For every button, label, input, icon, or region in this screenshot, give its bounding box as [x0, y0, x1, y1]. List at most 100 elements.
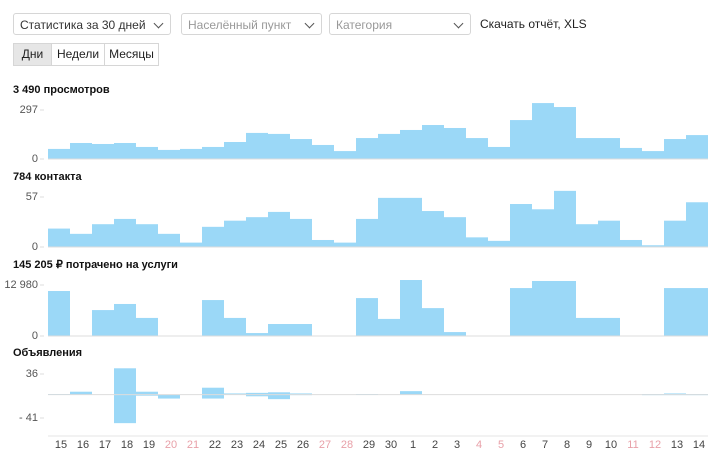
- bar: [92, 224, 114, 247]
- bar: [70, 391, 92, 395]
- bar: [334, 242, 356, 247]
- bar: [532, 209, 554, 247]
- bar: [598, 220, 620, 247]
- bar: [202, 226, 224, 247]
- bar: [554, 190, 576, 247]
- download-link[interactable]: Скачать отчёт, XLS: [480, 17, 587, 31]
- x-tick-label: 2: [432, 439, 438, 451]
- bar: [488, 146, 510, 159]
- x-tick-label: 16: [77, 439, 89, 451]
- y-tick-label: 57: [26, 191, 38, 203]
- bar: [466, 138, 488, 159]
- bar: [686, 288, 708, 336]
- bar: [290, 139, 312, 159]
- x-tick-label: 13: [671, 439, 683, 451]
- bar: [510, 120, 532, 159]
- x-tick-label: 4: [476, 439, 482, 451]
- bar: [224, 220, 246, 247]
- bar: [92, 143, 114, 159]
- bar: [246, 217, 268, 247]
- category-select[interactable]: Категория: [329, 13, 471, 35]
- city-select[interactable]: Населённый пункт: [181, 13, 322, 35]
- bar: [488, 240, 510, 247]
- chart-title: 3 490 просмотров: [13, 84, 110, 96]
- bar: [290, 218, 312, 247]
- bar: [664, 393, 686, 395]
- bar: [576, 224, 598, 247]
- bar: [356, 298, 378, 336]
- bar: [268, 394, 290, 400]
- x-tick-label: 27: [319, 439, 331, 451]
- bar: [510, 204, 532, 247]
- y-tick-label: 0: [32, 153, 38, 165]
- bar: [378, 197, 400, 247]
- bar: [378, 133, 400, 159]
- bar: [48, 228, 70, 247]
- y-tick-label: 12 980: [4, 279, 38, 291]
- x-tick-label: 21: [187, 439, 199, 451]
- bar: [312, 144, 334, 159]
- bar: [334, 151, 356, 159]
- bar: [114, 303, 136, 336]
- bar: [48, 291, 70, 336]
- chart-title: 784 контакта: [13, 171, 83, 183]
- x-tick-label: 5: [498, 439, 504, 451]
- bar: [202, 146, 224, 159]
- bar: [114, 394, 136, 424]
- bar: [70, 233, 92, 247]
- bar: [246, 333, 268, 336]
- period-select[interactable]: Статистика за 30 дней: [13, 13, 171, 35]
- x-tick-label: 11: [627, 439, 638, 451]
- bar: [268, 392, 290, 395]
- bar: [598, 317, 620, 336]
- bar: [48, 148, 70, 159]
- bar: [400, 280, 422, 336]
- bar: [312, 239, 334, 247]
- bar: [202, 394, 224, 399]
- bar: [114, 218, 136, 247]
- bar: [422, 211, 444, 247]
- bar: [356, 138, 378, 159]
- x-tick-label: 17: [99, 439, 111, 451]
- tab[interactable]: Месяцы: [104, 43, 159, 66]
- bar: [224, 317, 246, 336]
- bar: [532, 103, 554, 159]
- bar: [290, 324, 312, 336]
- bar: [576, 138, 598, 159]
- y-tick-label: 0: [32, 330, 38, 342]
- chart-title: Объявления: [13, 347, 82, 359]
- x-tick-label: 14: [693, 439, 705, 451]
- bar: [136, 317, 158, 336]
- bar: [92, 310, 114, 336]
- bar: [444, 217, 466, 247]
- bar: [532, 280, 554, 336]
- x-tick-label: 19: [143, 439, 155, 451]
- bar: [180, 242, 202, 247]
- y-tick-label: - 41: [19, 412, 38, 424]
- bar: [136, 394, 158, 396]
- bar: [554, 107, 576, 159]
- bar: [136, 391, 158, 395]
- bar: [686, 202, 708, 247]
- bar: [180, 148, 202, 159]
- bar: [642, 245, 664, 247]
- bar: [466, 237, 488, 247]
- bar: [158, 149, 180, 159]
- bar: [686, 135, 708, 159]
- x-tick-label: 9: [586, 439, 592, 451]
- x-tick-label: 1: [410, 439, 416, 451]
- x-tick-label: 22: [209, 439, 221, 451]
- bar: [400, 197, 422, 247]
- x-tick-label: 20: [165, 439, 177, 451]
- bar: [642, 151, 664, 159]
- x-tick-label: 15: [55, 439, 67, 451]
- bar: [620, 147, 642, 159]
- x-tick-label: 12: [649, 439, 661, 451]
- x-tick-label: 10: [605, 439, 617, 451]
- y-tick-label: 0: [32, 241, 38, 253]
- bar: [664, 139, 686, 159]
- bar: [400, 391, 422, 395]
- bar: [158, 233, 180, 247]
